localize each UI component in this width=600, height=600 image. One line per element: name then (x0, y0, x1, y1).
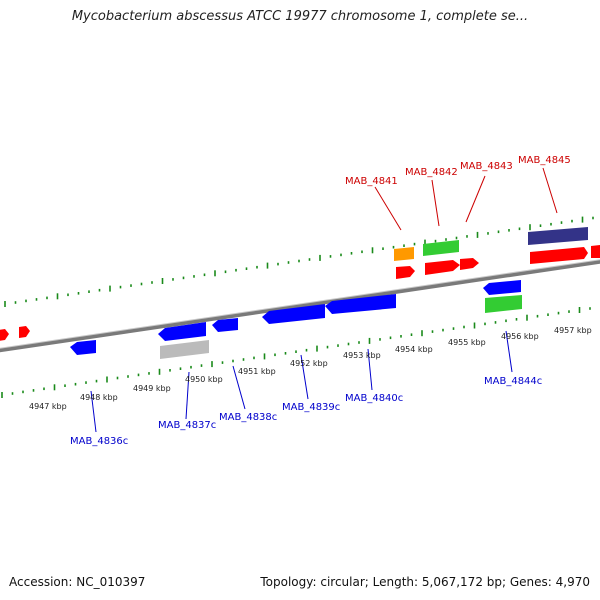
gene-feature-green[interactable] (485, 295, 522, 313)
gene-label-reverse[interactable]: MAB_4836c (70, 436, 128, 447)
gene-features (0, 227, 600, 359)
gene-arrow-forward[interactable] (396, 266, 415, 279)
chromosome-backbone (0, 259, 600, 353)
kbp-label: 4954 kbp (395, 345, 433, 354)
gene-label-reverse[interactable]: MAB_4837c (158, 420, 216, 431)
gene-arrow-forward[interactable] (591, 245, 600, 258)
gene-arrow-reverse[interactable] (262, 304, 325, 324)
kbp-label: 4952 kbp (290, 359, 328, 368)
gene-label-forward[interactable]: MAB_4845 (518, 155, 571, 166)
top-scale-ticks (4, 216, 594, 307)
map-title: Mycobacterium abscessus ATCC 19977 chrom… (71, 9, 529, 24)
gene-arrow-forward[interactable] (19, 326, 30, 338)
kbp-label: 4957 kbp (554, 326, 592, 335)
accession-text: Accession: NC_010397 (9, 575, 146, 589)
gene-arrow-reverse[interactable] (158, 322, 206, 341)
gene-feature-orange[interactable] (394, 247, 414, 261)
gene-feature-navy[interactable] (528, 227, 588, 245)
topology-text: Topology: circular; Length: 5,067,172 bp… (260, 575, 590, 589)
gene-label-reverse[interactable]: MAB_4838c (219, 412, 277, 423)
gene-arrow-reverse[interactable] (70, 340, 96, 355)
gene-arrow-reverse[interactable] (212, 318, 238, 332)
gene-feature-green[interactable] (423, 240, 459, 256)
gene-feature-gray[interactable] (160, 340, 209, 359)
bottom-scale-ticks (1, 307, 591, 398)
gene-arrow-reverse[interactable] (325, 294, 396, 314)
kbp-label: 4955 kbp (448, 338, 486, 347)
kbp-label: 4948 kbp (80, 393, 118, 402)
kbp-label: 4947 kbp (29, 402, 67, 411)
gene-arrow-forward[interactable] (425, 260, 460, 275)
kbp-labels: 4947 kbp 4948 kbp 4949 kbp 4950 kbp 4951… (29, 326, 592, 411)
gene-arrow-forward[interactable] (0, 329, 9, 341)
gene-label-reverse[interactable]: MAB_4840c (345, 393, 403, 404)
label-leaders (90, 167, 558, 433)
gene-labels: MAB_4841 MAB_4842 MAB_4843 MAB_4845 MAB_… (70, 155, 571, 447)
gene-label-reverse[interactable]: MAB_4844c (484, 376, 542, 387)
kbp-label: 4950 kbp (185, 375, 223, 384)
gene-label-reverse[interactable]: MAB_4839c (282, 402, 340, 413)
gene-arrow-reverse[interactable] (483, 280, 521, 295)
gene-arrow-forward[interactable] (460, 258, 479, 270)
gene-label-forward[interactable]: MAB_4841 (345, 176, 398, 187)
kbp-label: 4951 kbp (238, 367, 276, 376)
chromosome-backbone-highlight (0, 259, 600, 349)
kbp-label: 4949 kbp (133, 384, 171, 393)
kbp-label: 4956 kbp (501, 332, 539, 341)
gene-arrow-forward[interactable] (530, 247, 588, 264)
gene-label-forward[interactable]: MAB_4843 (460, 161, 513, 172)
kbp-label: 4953 kbp (343, 351, 381, 360)
gene-label-forward[interactable]: MAB_4842 (405, 167, 458, 178)
